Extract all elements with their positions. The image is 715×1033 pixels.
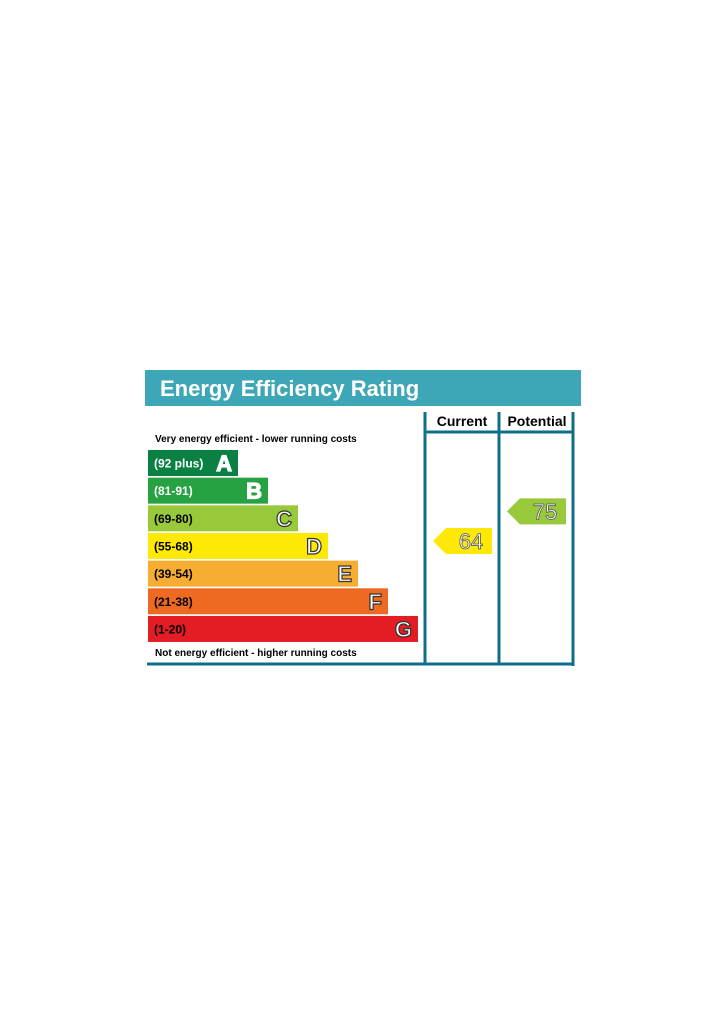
band-bar-f — [148, 588, 388, 615]
band-c: (69-80) C — [148, 505, 298, 532]
band-letter-f: F — [369, 589, 382, 614]
band-letter-a: A — [216, 451, 232, 476]
current-rating-arrow: 64 — [433, 527, 492, 554]
chart-frame — [147, 412, 575, 666]
band-letter-b: B — [246, 479, 262, 504]
band-range-f: (21-38) — [154, 595, 193, 609]
band-bar-a — [148, 450, 238, 476]
band-b: (81-91) B — [148, 477, 268, 504]
current-rating-arrow-shape — [433, 527, 492, 554]
band-bar-b — [148, 477, 268, 504]
band-range-e: (39-54) — [154, 567, 193, 581]
band-a: (92 plus) A — [148, 450, 238, 477]
rating-arrows: 64 75 — [433, 498, 566, 554]
rating-bands: (92 plus) A(81-91) B(69-80) C(55-68) D(39-54… — [148, 450, 418, 643]
band-range-a: (92 plus) — [154, 457, 203, 471]
bottom-note: Not energy efficient - higher running co… — [155, 648, 357, 659]
band-bar-d — [148, 532, 328, 559]
potential-rating-arrow: 75 — [507, 498, 566, 525]
potential-column-header: Potential — [507, 413, 566, 429]
band-d: (55-68) D — [148, 532, 328, 560]
band-bar-c — [148, 505, 298, 532]
potential-rating-arrow-shape — [507, 498, 566, 525]
band-e: (39-54) E — [148, 560, 358, 587]
band-bar-e — [148, 560, 358, 587]
current-column-header: Current — [437, 413, 488, 429]
band-f: (21-38) F — [148, 588, 388, 615]
band-letter-g: G — [395, 617, 412, 642]
band-range-g: (1-20) — [154, 622, 186, 636]
band-letter-d: D — [306, 534, 322, 559]
band-range-b: (81-91) — [154, 484, 193, 498]
band-letter-c: C — [276, 506, 292, 531]
potential-rating-arrow-value: 75 — [533, 499, 557, 524]
band-g: (1-20) G — [148, 615, 418, 643]
title-bar — [145, 370, 581, 406]
top-note: Very energy efficient - lower running co… — [155, 434, 357, 445]
band-range-d: (55-68) — [154, 539, 193, 553]
band-bar-g — [148, 615, 418, 642]
chart-title: Energy Efficiency Rating — [160, 376, 419, 401]
current-rating-arrow-value: 64 — [459, 529, 483, 554]
band-range-c: (69-80) — [154, 512, 193, 526]
band-letter-e: E — [337, 562, 352, 587]
